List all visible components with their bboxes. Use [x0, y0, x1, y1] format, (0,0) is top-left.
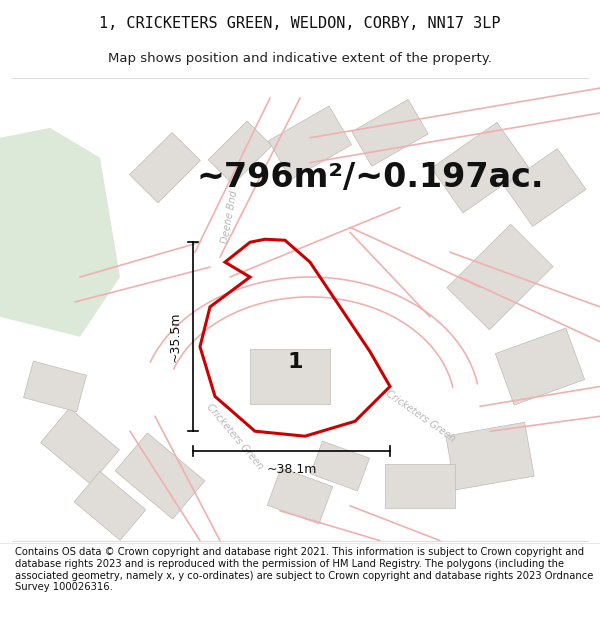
Bar	[250, 349, 330, 404]
Text: ~35.5m: ~35.5m	[169, 311, 182, 362]
Bar	[496, 328, 584, 405]
Polygon shape	[0, 128, 120, 337]
Bar	[130, 132, 200, 202]
Text: Cricketers Green: Cricketers Green	[205, 401, 265, 471]
Polygon shape	[150, 277, 478, 388]
Text: Deene Bnd: Deene Bnd	[220, 190, 239, 245]
Bar	[504, 149, 586, 226]
Bar	[268, 468, 332, 524]
Text: ~38.1m: ~38.1m	[266, 462, 317, 476]
Text: Cricketers Green: Cricketers Green	[383, 389, 457, 444]
Text: ~796m²/~0.197ac.: ~796m²/~0.197ac.	[196, 161, 544, 194]
Bar	[311, 441, 370, 491]
Bar	[352, 99, 428, 166]
Text: 1: 1	[287, 352, 303, 372]
Bar	[446, 422, 534, 490]
Text: Map shows position and indicative extent of the property.: Map shows position and indicative extent…	[108, 52, 492, 65]
Text: Contains OS data © Crown copyright and database right 2021. This information is : Contains OS data © Crown copyright and d…	[15, 548, 593, 592]
Bar	[447, 224, 553, 330]
Bar	[74, 471, 146, 540]
Bar	[208, 121, 272, 184]
Bar	[41, 408, 119, 484]
Text: 1, CRICKETERS GREEN, WELDON, CORBY, NN17 3LP: 1, CRICKETERS GREEN, WELDON, CORBY, NN17…	[99, 16, 501, 31]
Bar	[385, 464, 455, 508]
Bar	[23, 361, 86, 412]
Bar	[115, 433, 205, 519]
Bar	[268, 106, 352, 179]
Bar	[431, 122, 529, 213]
